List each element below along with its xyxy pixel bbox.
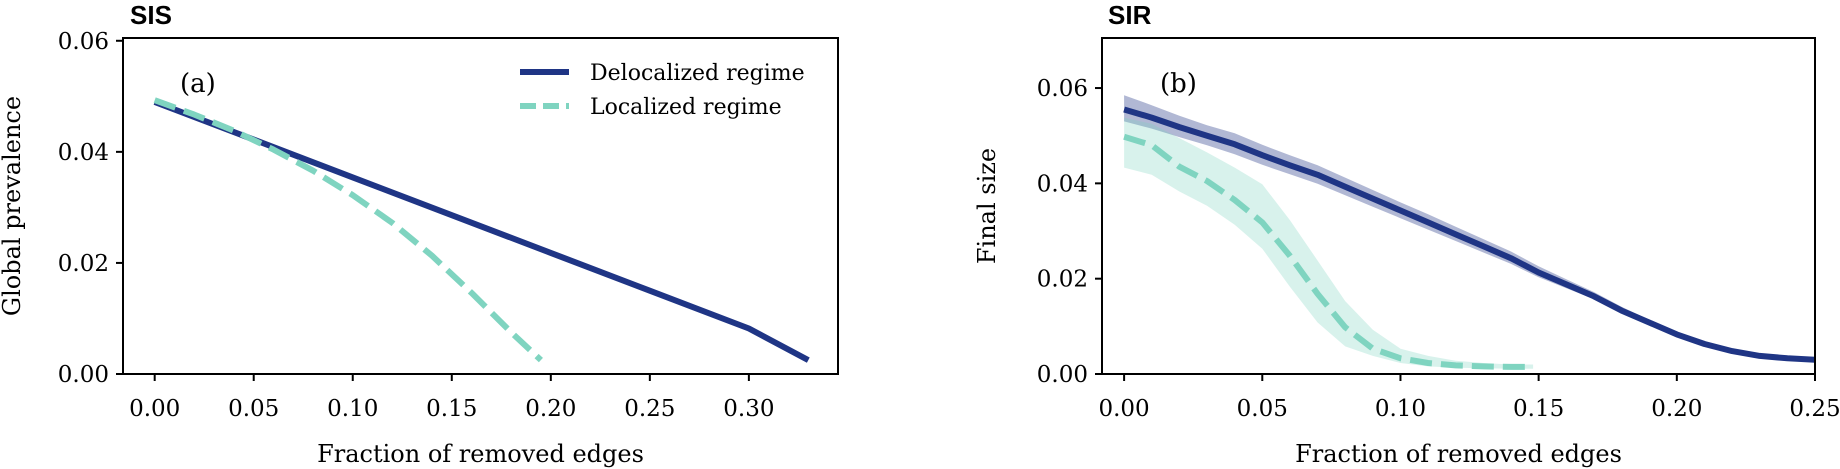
x-tick-label: 0.15 xyxy=(1513,396,1564,422)
y-tick-label: 0.04 xyxy=(1037,171,1088,197)
axes-frame xyxy=(122,37,839,375)
legend: Delocalized regime Localized regime xyxy=(520,61,805,120)
x-tick-label: 0.30 xyxy=(723,396,774,422)
chart-title: SIS xyxy=(130,0,172,30)
y-tick-label: 0.06 xyxy=(1037,76,1088,102)
x-tick-label: 0.05 xyxy=(1237,396,1288,422)
x-tick-label: 0.00 xyxy=(129,396,180,422)
panel-label: (b) xyxy=(1160,69,1197,99)
x-tick-label: 0.20 xyxy=(525,396,576,422)
x-axis-label: Fraction of removed edges xyxy=(1295,440,1622,468)
panel-sis: 0.00 0.05 0.10 0.15 0.20 0.25 0.30 0.00 0.02 0.04… xyxy=(0,0,839,468)
y-tick-label: 0.00 xyxy=(1037,362,1088,388)
y-tick-label: 0.00 xyxy=(58,362,109,388)
confidence-band-localized xyxy=(1124,117,1534,369)
confidence-band-delocalized xyxy=(1124,95,1815,361)
legend-label: Delocalized regime xyxy=(590,61,805,86)
series-line-delocalized xyxy=(1123,106,1815,363)
y-tick-label: 0.06 xyxy=(58,29,109,55)
y-axis-label: Final size xyxy=(973,148,1001,264)
x-tick-label: 0.25 xyxy=(624,396,675,422)
y-tick-label: 0.02 xyxy=(58,251,109,277)
series-line-localized xyxy=(1123,133,1534,370)
x-tick-label: 0.25 xyxy=(1789,396,1840,422)
series-line-localized xyxy=(153,97,543,363)
x-tick-label: 0.05 xyxy=(228,396,279,422)
panel-sir: 0.00 0.05 0.10 0.15 0.20 0.25 0.00 0.02 0.04 0.06… xyxy=(973,0,1840,468)
legend-label: Localized regime xyxy=(590,95,782,120)
x-tick-label: 0.10 xyxy=(327,396,378,422)
axes-frame xyxy=(1101,37,1816,375)
x-tick-label: 0.00 xyxy=(1098,396,1149,422)
y-axis-label: Global prevalence xyxy=(0,96,26,316)
chart-title: SIR xyxy=(1108,0,1152,30)
y-tick-label: 0.02 xyxy=(1037,267,1088,293)
x-tick-label: 0.15 xyxy=(426,396,477,422)
y-tick-label: 0.04 xyxy=(58,140,109,166)
x-tick-label: 0.10 xyxy=(1375,396,1426,422)
x-tick-label: 0.20 xyxy=(1651,396,1702,422)
panel-label: (a) xyxy=(180,69,216,99)
x-axis-label: Fraction of removed edges xyxy=(317,440,644,468)
